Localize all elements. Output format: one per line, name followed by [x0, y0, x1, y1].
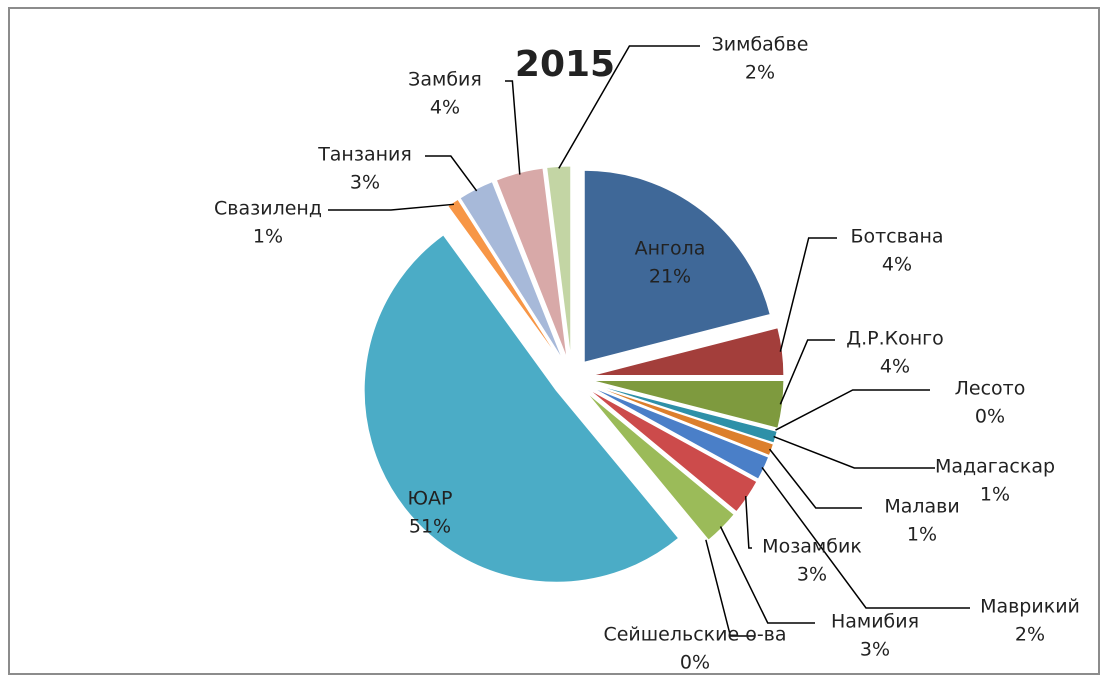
slice-label-name: Д.Р.Конго	[846, 328, 944, 350]
slice-label-value: 0%	[680, 652, 710, 674]
slice-label-name: Намибия	[831, 611, 919, 633]
pie-slice	[591, 327, 785, 376]
leader-line	[775, 389, 930, 431]
slice-label-value: 1%	[980, 484, 1010, 506]
pie-slice	[590, 384, 775, 457]
slice-label-name: Маврикий	[980, 596, 1080, 618]
leader-line	[705, 539, 755, 637]
slice-label-value: 2%	[1015, 624, 1045, 646]
slice-label-value: 4%	[882, 254, 912, 276]
slice-label-name: Сейшельские о-ва	[603, 624, 786, 646]
slice-label-value: 3%	[860, 639, 890, 661]
pie-slice	[589, 386, 770, 480]
slice-label-name: Зимбабве	[712, 34, 809, 56]
slice-label-name: Ботсвана	[850, 226, 943, 248]
leader-line	[328, 203, 455, 211]
slice-label-name: ЮАР	[408, 488, 453, 510]
leader-line	[761, 466, 970, 609]
pie-slice	[363, 234, 680, 583]
slice-label-value: 4%	[880, 356, 910, 378]
leader-line	[768, 448, 862, 509]
slice-label-value: 4%	[430, 97, 460, 119]
leader-line	[779, 339, 835, 405]
slice-label-name: Танзания	[317, 144, 412, 166]
slice-label-value: 3%	[350, 172, 380, 194]
slice-label-value: 3%	[797, 564, 827, 586]
leader-line	[505, 80, 521, 175]
slice-label-name: Лесото	[955, 378, 1026, 400]
leader-line	[773, 435, 935, 469]
slice-label-value: 1%	[907, 524, 937, 546]
leader-line	[558, 45, 700, 169]
pie-slice	[588, 388, 758, 513]
slice-label-name: Мозамбик	[762, 536, 862, 558]
slice-label-name: Свазиленд	[214, 198, 322, 220]
slice-label-name: Мадагаскар	[935, 456, 1055, 478]
slice-label-name: Замбия	[408, 69, 482, 91]
slice-label-value: 2%	[745, 62, 775, 84]
leader-line	[744, 495, 752, 549]
leader-line	[779, 237, 837, 352]
chart-title: 2015	[515, 44, 615, 85]
slice-label-name: Ангола	[635, 238, 706, 260]
slice-label-name: Малави	[884, 496, 959, 518]
slice-label-value: 0%	[975, 406, 1005, 428]
pie-slice	[583, 169, 771, 363]
pie-slice	[447, 198, 562, 362]
slice-label-value: 1%	[253, 226, 283, 248]
leader-line	[425, 155, 478, 192]
slice-label-value: 51%	[409, 516, 451, 538]
pie-slice	[546, 165, 572, 359]
leader-line	[719, 526, 815, 624]
slice-label-value: 21%	[649, 266, 691, 288]
